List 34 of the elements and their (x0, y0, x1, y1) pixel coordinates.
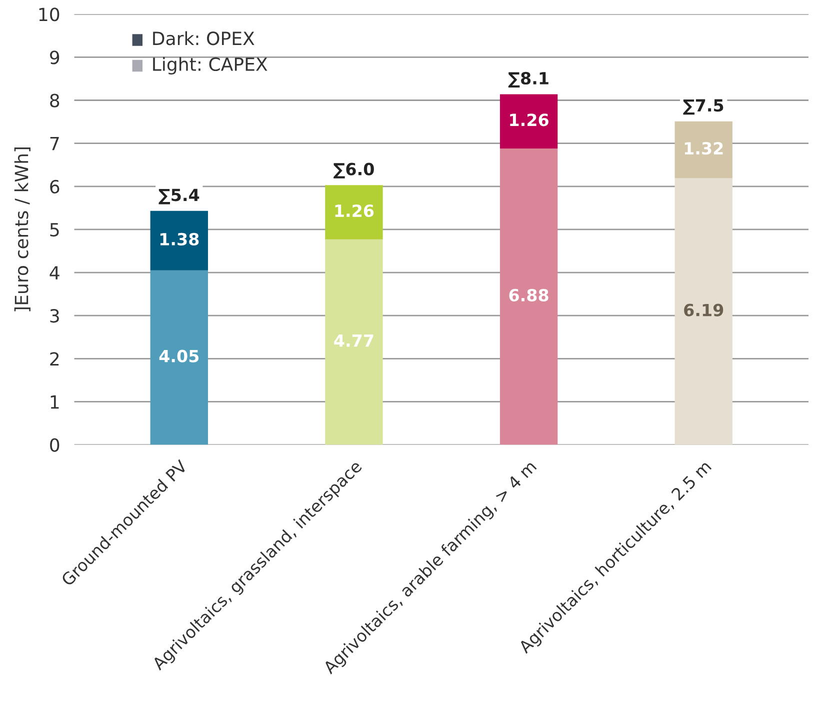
annotation: Light: CAPEX (153, 57, 268, 75)
y-tick-label: 10 (39, 8, 60, 22)
bar (150, 270, 208, 445)
y-axis-title: ]Euro cents / kWh] (14, 147, 30, 312)
data-label: 6.19 (684, 304, 724, 316)
y-tick-label: 8 (50, 94, 60, 108)
data-label: 1.26 (335, 204, 374, 218)
y-tick-label: 7 (50, 137, 59, 150)
y-tick-label: 1 (50, 395, 59, 409)
data-label: 6.88 (509, 288, 548, 302)
data-label: 4.05 (159, 350, 199, 362)
data-label: 1.38 (160, 232, 199, 246)
y-tick-label: 0 (50, 438, 60, 452)
y-tick-label: 4 (50, 266, 60, 280)
annotation: Dark: OPEX (153, 31, 254, 46)
bar (500, 94, 558, 148)
total-label: ∑6.0 (334, 162, 374, 178)
data-label: 4.77 (334, 334, 374, 347)
total-label: ∑8.1 (508, 72, 548, 88)
y-tick-label: 9 (50, 50, 60, 64)
bar (325, 185, 383, 240)
bar (325, 239, 383, 445)
total-label: ∑7.5 (683, 99, 724, 115)
y-tick-label: 3 (50, 309, 59, 323)
data-label: 1.32 (684, 142, 723, 155)
data-label: 1.26 (510, 114, 548, 126)
bar (674, 121, 732, 178)
y-tick-label: 5 (50, 223, 59, 237)
y-tick-label: 2 (50, 352, 59, 366)
bar (674, 178, 732, 445)
y-tick-label: 6 (50, 180, 60, 194)
bar (150, 210, 208, 270)
bar (500, 148, 558, 445)
total-label: ∑5.4 (158, 188, 200, 204)
